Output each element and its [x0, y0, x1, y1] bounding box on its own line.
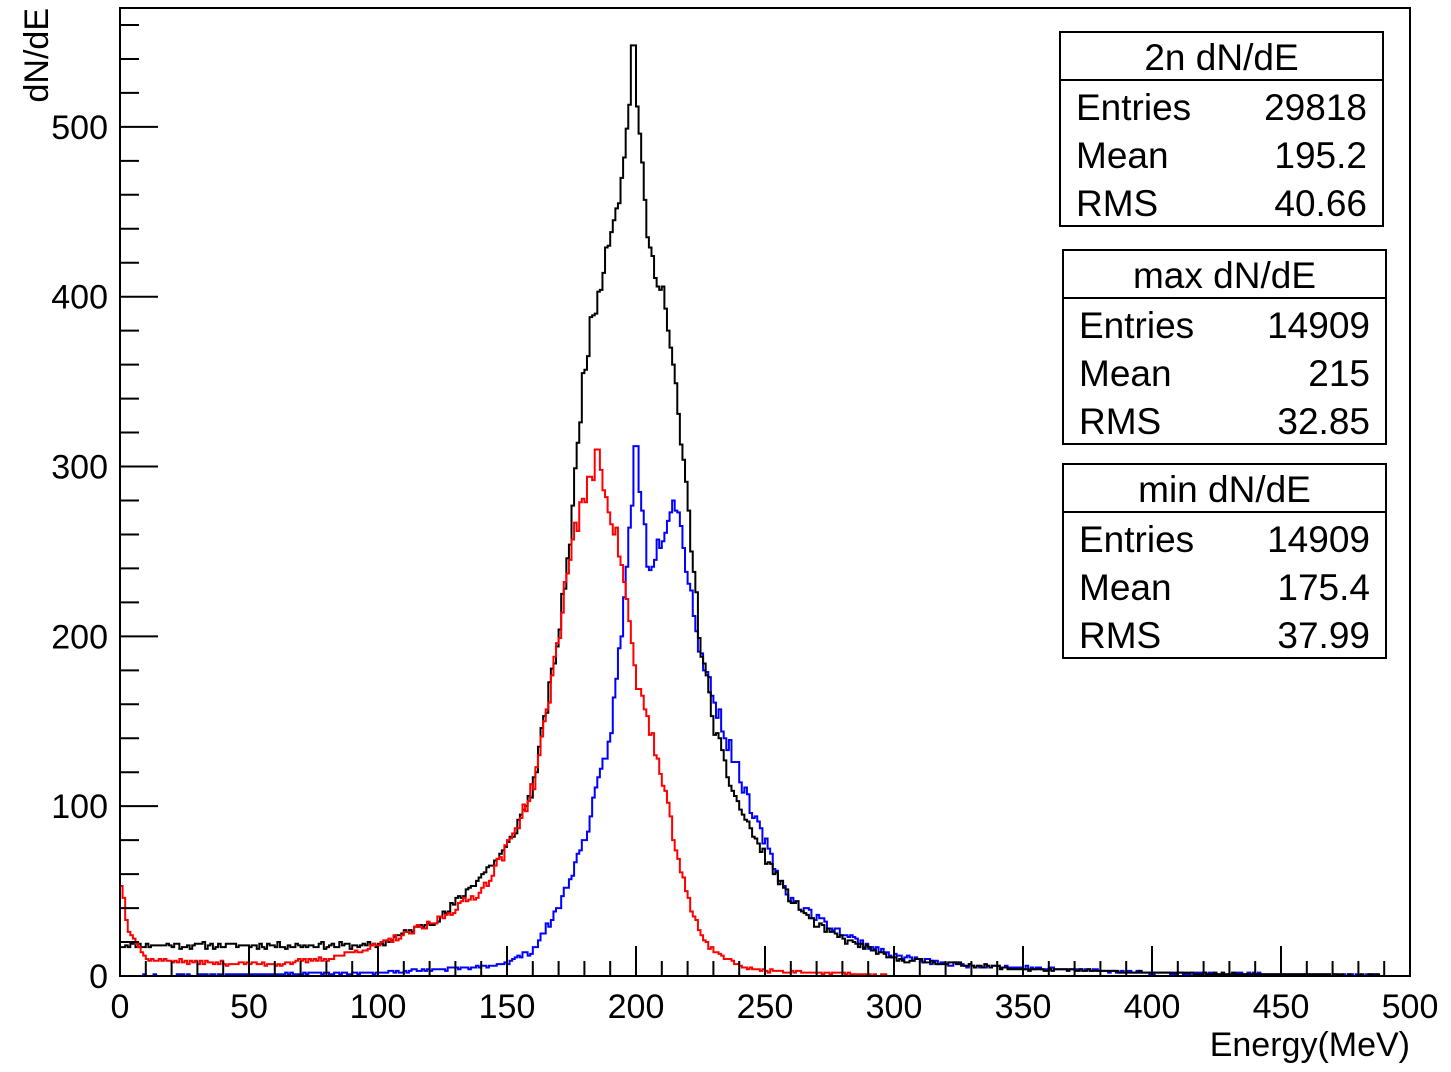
stat-row-value: 195.2	[1274, 135, 1367, 176]
x-tick-label: 200	[608, 988, 665, 1026]
x-tick-label: 50	[230, 988, 268, 1026]
stat-box-2: max dN/dE Entries 14909 Mean 215 RMS 32.85	[1062, 249, 1387, 445]
series-max-histogram	[120, 445, 1410, 977]
stat-row-label: RMS	[1079, 615, 1161, 656]
y-tick-label: 100	[51, 788, 108, 826]
series-sum-histogram	[119, 44, 1410, 977]
stat-box-frame	[1059, 31, 1384, 227]
x-tick-label: 100	[350, 988, 407, 1026]
stat-row-value: 37.99	[1277, 615, 1370, 656]
stat-box-frame	[1062, 249, 1387, 445]
stat-row-value: 29818	[1264, 87, 1367, 128]
stat-box-title: max dN/dE	[1133, 255, 1316, 296]
stat-row-label: Entries	[1076, 87, 1191, 128]
stat-row-label: Mean	[1076, 135, 1169, 176]
stat-boxes-layer: 2n dN/dE Entries 29818 Mean 195.2 RMS 40.66 max…	[1059, 31, 1387, 659]
y-tick-label: 400	[51, 279, 108, 317]
stat-row-value: 40.66	[1274, 183, 1367, 224]
stat-row-label: Mean	[1079, 567, 1172, 608]
x-tick-label: 300	[866, 988, 923, 1026]
stat-row-label: RMS	[1076, 183, 1158, 224]
stat-box-frame	[1062, 463, 1387, 659]
x-tick-label: 450	[1253, 988, 1310, 1026]
stat-row-value: 175.4	[1277, 567, 1370, 608]
stat-box-title: 2n dN/dE	[1144, 37, 1298, 78]
stat-box-title: min dN/dE	[1138, 469, 1311, 510]
y-tick-label: 500	[51, 109, 108, 147]
x-tick-label: 250	[737, 988, 794, 1026]
stat-row-value: 32.85	[1277, 401, 1370, 442]
stat-row-value: 215	[1308, 353, 1370, 394]
stat-row-value: 14909	[1267, 305, 1370, 346]
stat-box-3: min dN/dE Entries 14909 Mean 175.4 RMS 37.99	[1062, 463, 1387, 659]
x-tick-label: 500	[1382, 988, 1439, 1026]
x-axis-title: Energy(MeV)	[1210, 1026, 1410, 1064]
x-tick-label: 400	[1124, 988, 1181, 1026]
stat-row-value: 14909	[1267, 519, 1370, 560]
x-tick-label: 0	[111, 988, 130, 1026]
axes-layer: 0 50 100 150 200 250 300 350 400 450 500 0 100 200 300…	[18, 8, 1438, 1064]
y-axis-title: dN/dE	[18, 8, 56, 103]
stat-row-label: Entries	[1079, 519, 1194, 560]
stat-row-label: Entries	[1079, 305, 1194, 346]
stat-row-label: Mean	[1079, 353, 1172, 394]
stat-row-label: RMS	[1079, 401, 1161, 442]
x-tick-label: 150	[479, 988, 536, 1026]
y-tick-label: 200	[51, 618, 108, 656]
y-tick-label: 0	[89, 958, 108, 996]
x-tick-label: 350	[995, 988, 1052, 1026]
y-tick-label: 300	[51, 449, 108, 487]
stat-box-1: 2n dN/dE Entries 29818 Mean 195.2 RMS 40.66	[1059, 31, 1384, 227]
